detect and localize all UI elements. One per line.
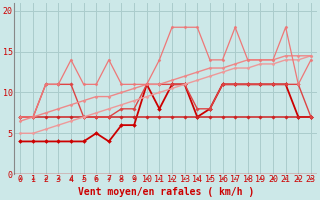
X-axis label: Vent moyen/en rafales ( km/h ): Vent moyen/en rafales ( km/h ) <box>77 187 254 197</box>
